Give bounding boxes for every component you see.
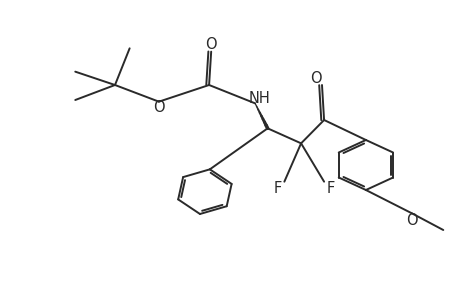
Text: F: F [273, 181, 281, 196]
Text: O: O [205, 37, 217, 52]
Text: NH: NH [248, 91, 269, 106]
Text: O: O [153, 100, 164, 115]
Text: O: O [405, 213, 417, 228]
Text: O: O [309, 70, 321, 86]
Text: F: F [326, 181, 335, 196]
